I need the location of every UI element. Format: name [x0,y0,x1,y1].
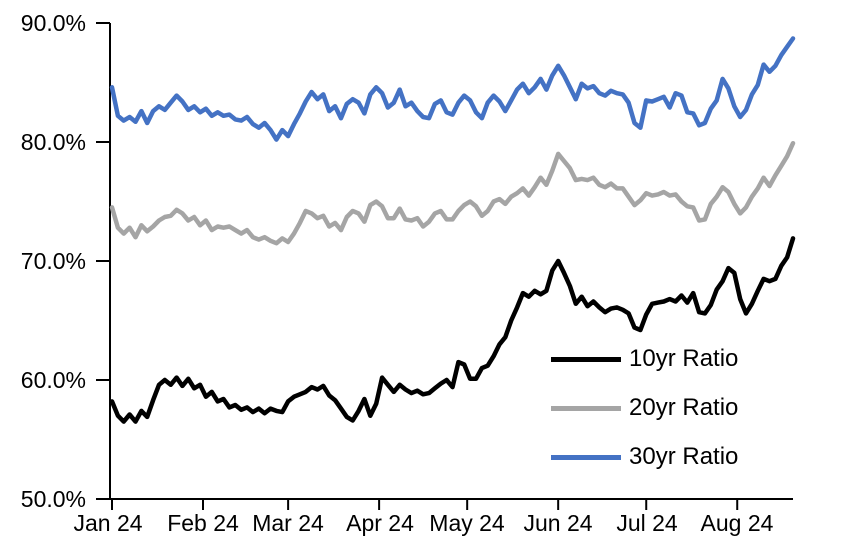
x-axis-tick-label: Apr 24 [346,510,414,536]
x-axis-tick-label: Jan 24 [73,510,143,536]
x-axis-tick-label: May 24 [429,510,505,536]
legend-item-10yr-ratio: 10yr Ratio [551,344,738,374]
legend-label-20yr: 20yr Ratio [629,394,739,421]
y-axis-tick-label: 50.0% [20,486,86,512]
x-axis-tick-label: Mar 24 [252,510,324,536]
x-axis-tick-label: Jun 24 [523,510,593,536]
y-axis-tick-label: 80.0% [20,129,86,155]
legend-item-30yr-ratio: 30yr Ratio [551,442,738,472]
legend-item-20yr-ratio: 20yr Ratio [551,393,738,423]
legend-label-10yr: 10yr Ratio [629,345,739,372]
y-axis-tick-label: 70.0% [20,248,86,274]
legend-swatch-30yr [551,454,621,460]
legend-label-30yr: 30yr Ratio [629,443,739,470]
legend-swatch-10yr [551,356,621,362]
x-axis-tick-label: Jul 24 [616,510,678,536]
x-axis-tick-label: Aug 24 [700,510,774,536]
x-axis-tick-label: Feb 24 [167,510,239,536]
y-axis-tick-label: 90.0% [20,10,86,36]
legend-swatch-20yr [551,405,621,411]
series-line-30yr-ratio [109,36,796,142]
series-line-20yr-ratio [109,140,796,246]
series-line-10yr-ratio [109,236,796,424]
y-axis-tick-label: 60.0% [20,367,86,393]
